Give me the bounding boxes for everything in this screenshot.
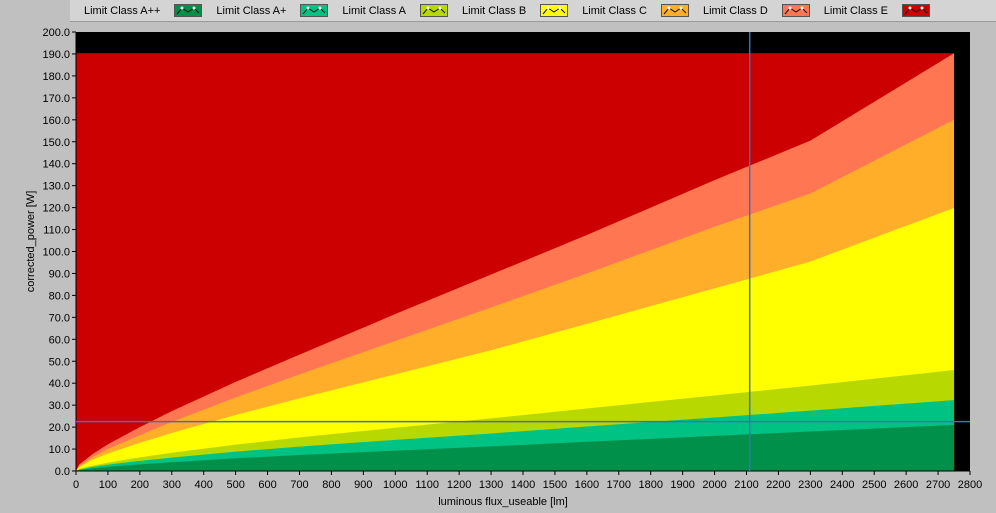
- x-tick-label: 1300: [479, 479, 503, 491]
- legend-swatch: [174, 4, 203, 17]
- x-tick-label: 1800: [638, 479, 662, 491]
- legend-swatch: [420, 4, 448, 17]
- x-tick-label: 2400: [830, 479, 854, 491]
- legend-label: Limit Class A++: [84, 4, 161, 17]
- legend-item: Limit Class A++: [70, 0, 203, 21]
- y-tick-label: 50.0: [49, 356, 70, 368]
- legend-item: Limit Class A: [328, 0, 448, 21]
- x-tick-label: 1000: [383, 479, 407, 491]
- y-tick-label: 130.0: [42, 181, 70, 193]
- x-tick-label: 600: [258, 479, 276, 491]
- legend-item: Limit Class E: [810, 0, 930, 21]
- y-tick-label: 0.0: [55, 466, 70, 478]
- y-tick-label: 10.0: [49, 444, 70, 456]
- legend-item: Limit Class B: [448, 0, 569, 21]
- y-tick-label: 150.0: [42, 137, 70, 149]
- area-limit-class-a-: [76, 424, 955, 471]
- x-tick-label: 200: [131, 479, 149, 491]
- legend-swatch: [781, 4, 810, 17]
- legend-label: Limit Class C: [582, 4, 647, 17]
- legend-label: Limit Class A+: [216, 4, 287, 17]
- x-tick-label: 1900: [670, 479, 694, 491]
- x-tick-label: 1700: [607, 479, 631, 491]
- legend-swatch: [901, 4, 930, 17]
- legend-item: Limit Class D: [689, 0, 810, 21]
- legend-swatch: [540, 4, 569, 17]
- y-tick-label: 160.0: [42, 115, 70, 127]
- y-tick-label: 190.0: [42, 49, 70, 61]
- x-tick-label: 2700: [926, 479, 950, 491]
- y-tick-label: 20.0: [49, 422, 70, 434]
- x-tick-label: 1400: [511, 479, 535, 491]
- y-tick-label: 140.0: [42, 159, 70, 171]
- y-tick-label: 120.0: [42, 203, 70, 215]
- y-tick-label: 40.0: [49, 378, 70, 390]
- x-axis-label: luminous flux_useable [lm]: [438, 496, 568, 508]
- x-tick-label: 1600: [575, 479, 599, 491]
- legend-label: Limit Class E: [823, 4, 888, 17]
- legend-item: Limit Class C: [568, 0, 689, 21]
- x-tick-label: 1500: [543, 479, 567, 491]
- y-tick-label: 200.0: [42, 27, 70, 39]
- x-tick-label: 2600: [894, 479, 918, 491]
- x-tick-label: 1200: [447, 479, 471, 491]
- x-tick-label: 0: [73, 479, 79, 491]
- x-tick-label: 2500: [862, 479, 886, 491]
- legend-swatch: [300, 4, 329, 17]
- legend-label: Limit Class D: [702, 4, 768, 17]
- x-tick-label: 300: [163, 479, 181, 491]
- x-tick-label: 1100: [415, 479, 439, 491]
- y-tick-label: 170.0: [42, 93, 70, 105]
- x-tick-label: 500: [226, 479, 244, 491]
- y-tick-label: 80.0: [49, 290, 70, 302]
- y-axis-label: corrected_power [W]: [25, 191, 37, 292]
- x-tick-label: 100: [99, 479, 117, 491]
- x-tick-label: 400: [195, 479, 213, 491]
- x-tick-label: 2100: [734, 479, 758, 491]
- y-tick-label: 100.0: [42, 247, 70, 259]
- x-tick-label: 800: [322, 479, 340, 491]
- x-tick-label: 2800: [958, 479, 982, 491]
- x-tick-label: 700: [290, 479, 308, 491]
- x-tick-label: 2300: [798, 479, 822, 491]
- y-tick-label: 110.0: [43, 225, 70, 237]
- y-tick-label: 90.0: [49, 268, 70, 280]
- y-tick-label: 30.0: [49, 400, 70, 412]
- y-tick-label: 180.0: [42, 71, 70, 83]
- legend-label: Limit Class A: [342, 4, 406, 17]
- chart-legend: Limit Class A++ Limit Class A+ Limit Class…: [70, 0, 996, 22]
- x-tick-label: 2000: [702, 479, 726, 491]
- y-tick-label: 60.0: [49, 334, 70, 346]
- legend-label: Limit Class B: [462, 4, 527, 17]
- legend-swatch: [660, 4, 689, 17]
- y-tick-label: 70.0: [49, 312, 70, 324]
- legend-item: Limit Class A+: [202, 0, 329, 21]
- x-tick-label: 900: [354, 479, 372, 491]
- x-tick-label: 2200: [766, 479, 790, 491]
